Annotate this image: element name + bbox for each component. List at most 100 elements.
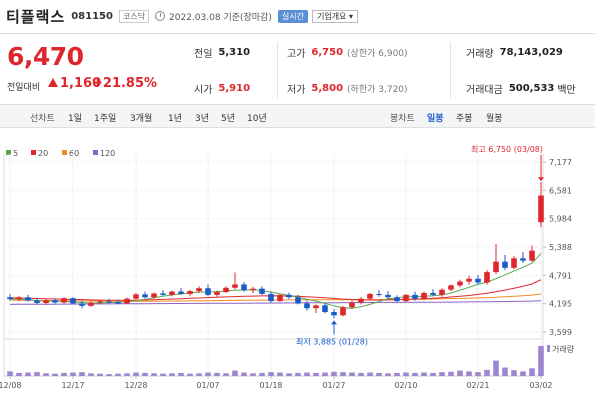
low-value: 5,800 <box>311 82 344 94</box>
candle-body <box>160 293 166 295</box>
candle-weekly[interactable]: 주봉 <box>456 114 473 124</box>
volume-bar <box>412 372 418 376</box>
period-5y[interactable]: 5년 <box>221 114 236 124</box>
volume-bar <box>520 371 526 376</box>
up-triangle-icon <box>48 78 58 87</box>
quote-grid: 전일 5,310 시가 5,910 고가 6,750 (상한가 6,900) 저… <box>180 33 595 105</box>
period-1d[interactable]: 1일 <box>68 114 83 124</box>
candle-body <box>484 272 490 283</box>
candle-body <box>448 285 454 290</box>
volume-bar <box>232 370 238 376</box>
candle-body <box>196 288 202 292</box>
candle-body <box>412 294 418 299</box>
upper-limit: (상한가 6,900) <box>347 48 408 59</box>
volume-bar <box>511 370 517 376</box>
amount-value: 500,533 <box>508 82 555 94</box>
company-info-dropdown[interactable]: 기업개요 ▾ <box>311 9 358 23</box>
volume-bar <box>475 372 481 376</box>
trade-amount: 거래대금 500,533 백만 <box>466 70 576 106</box>
x-tick-label: 01/07 <box>196 381 219 390</box>
y-tick-label: 4,791 <box>549 271 572 280</box>
max-price-annotation: 최고 6,750 (03/08) <box>471 144 543 154</box>
volume-bar <box>466 371 472 376</box>
x-tick-label: 12/17 <box>61 381 84 390</box>
volume-bar <box>538 346 544 376</box>
volume-bar <box>16 372 22 376</box>
period-3y[interactable]: 3년 <box>195 114 210 124</box>
volume: 거래량 78,143,029 <box>466 34 563 70</box>
min-price-annotation: 최저 3,885 (01/28) <box>296 336 368 346</box>
candle-body <box>457 281 463 286</box>
candle-body <box>214 292 220 295</box>
prev-close-label: 전일 <box>194 48 213 60</box>
legend-label-120: 120 <box>100 149 115 158</box>
candle-body <box>403 294 409 302</box>
clock-icon <box>155 11 166 21</box>
candle-body <box>223 287 229 293</box>
volume-bar <box>115 373 121 376</box>
volume-bar <box>331 371 337 376</box>
candle-body <box>394 297 400 302</box>
candle-body <box>511 258 517 268</box>
candlestick-chart: 5 20 60 120 7,177 6,581 5,984 5,388 4,791 4,195 3,… <box>0 144 575 390</box>
legend-label-20: 20 <box>38 149 48 158</box>
candle-body <box>358 298 364 303</box>
candle-body <box>250 288 256 291</box>
candle-body <box>295 297 301 304</box>
candle-body <box>331 311 337 316</box>
amount-unit: 백만 <box>557 84 576 96</box>
candle-daily[interactable]: 일봉 <box>427 114 444 124</box>
volume-bar <box>70 372 76 376</box>
volume-bar <box>241 372 247 376</box>
line-chart-label[interactable]: 선차트 <box>30 114 55 124</box>
volume-bar <box>457 370 463 376</box>
volume-bar <box>88 373 94 376</box>
volume-bar <box>394 372 400 376</box>
period-1w[interactable]: 1주일 <box>94 114 117 124</box>
volume-bar <box>52 373 58 376</box>
ma60-line <box>9 293 542 302</box>
volume-bar <box>61 372 67 376</box>
lower-limit: (하한가 3,720) <box>347 84 408 95</box>
prev-close-value: 5,310 <box>218 46 251 58</box>
divider <box>450 42 451 98</box>
candle-body <box>259 288 265 294</box>
volume-legend-swatch <box>547 345 550 352</box>
change-value: 1,160 <box>48 76 101 91</box>
max-arrow-head <box>538 177 544 182</box>
candle-body <box>232 284 238 288</box>
period-3m[interactable]: 3개월 <box>130 114 153 124</box>
change-percent: +21.85% <box>92 76 158 91</box>
candle-monthly[interactable]: 월봉 <box>486 114 503 124</box>
candle-body <box>43 300 49 303</box>
volume-bar <box>205 372 211 376</box>
y-tick-label: 5,388 <box>549 243 572 252</box>
candle-body <box>376 293 382 295</box>
legend-swatch-5 <box>6 150 11 155</box>
change-amount: 1,160 <box>60 76 102 91</box>
x-tick-label: 02/10 <box>394 381 417 390</box>
volume-bar <box>277 372 283 376</box>
chart-toolbar: 선차트 1일 1주일 3개월 1년 3년 5년 10년 봉차트 일봉 주봉 월봉 <box>0 105 595 128</box>
volume-bar <box>43 373 49 376</box>
period-1y[interactable]: 1년 <box>168 114 183 124</box>
candle-body <box>79 303 85 306</box>
current-price: 6,470 <box>7 42 84 71</box>
volume-bar <box>286 373 292 376</box>
realtime-button[interactable]: 실시간 <box>277 9 308 23</box>
prev-close: 전일 5,310 <box>194 34 250 70</box>
low-price: 저가 5,800 (하한가 3,720) <box>287 70 408 106</box>
volume-bar <box>421 372 427 376</box>
candle-body <box>142 294 148 298</box>
candle-body <box>502 261 508 268</box>
open-price: 시가 5,910 <box>194 70 250 106</box>
period-10y[interactable]: 10년 <box>247 114 267 124</box>
volume-bar <box>385 373 391 376</box>
min-arrow-head <box>331 320 337 325</box>
candle-body <box>475 278 481 283</box>
volume-bar <box>268 372 274 376</box>
legend-swatch-20 <box>31 150 36 155</box>
candle-body <box>493 261 499 273</box>
candle-chart-label[interactable]: 봉차트 <box>390 114 415 124</box>
volume-value: 78,143,029 <box>499 46 563 58</box>
